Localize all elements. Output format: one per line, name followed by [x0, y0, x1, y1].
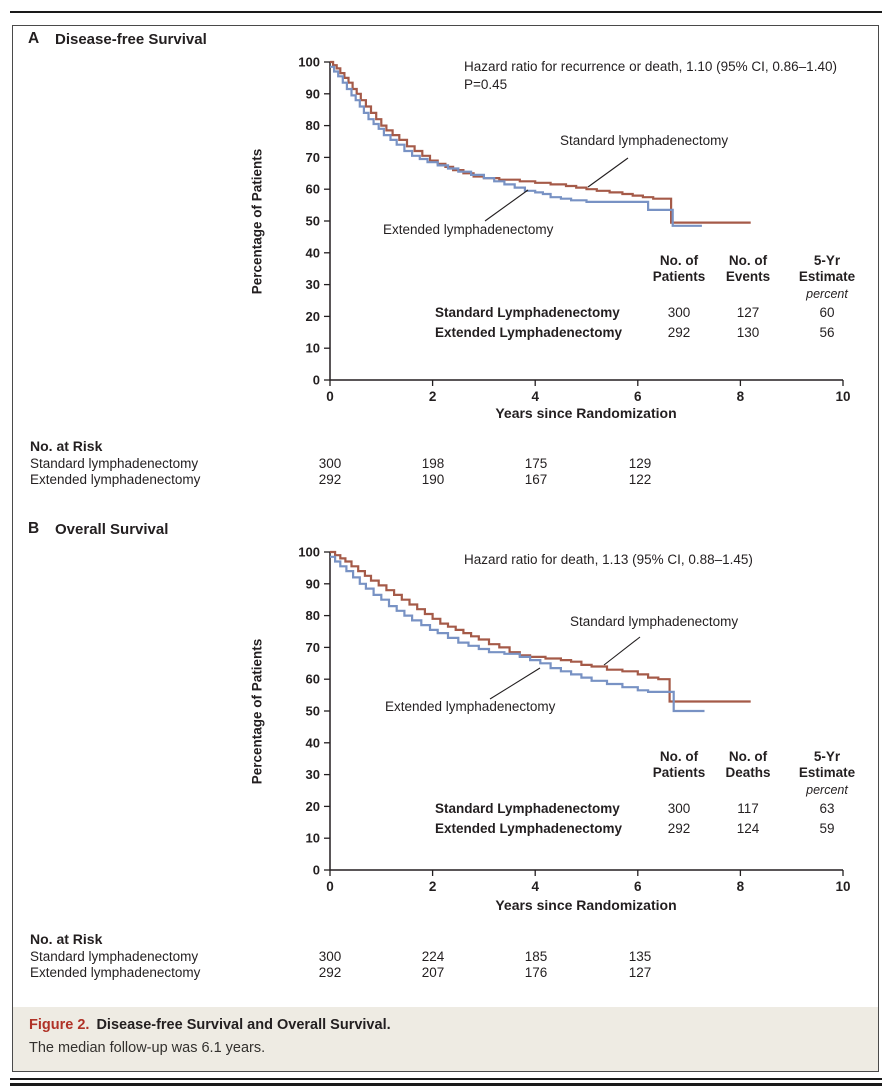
at-risk-row-label: Standard lymphadenectomy — [30, 456, 199, 471]
table-row-label: Extended Lymphadenectomy — [435, 820, 623, 836]
caption-text: The median follow-up was 6.1 years. — [29, 1040, 266, 1056]
at-risk-value: 190 — [421, 472, 445, 487]
bottom-rule-thin — [10, 1078, 882, 1080]
at-risk-value: 300 — [318, 949, 342, 964]
at-risk-row-values: 300 198 175 129 — [0, 456, 892, 473]
at-risk-value: 167 — [524, 472, 548, 487]
panel-a-summary-table: No. of Patients No. of Events 5-Yr Estim… — [435, 253, 869, 341]
panel-a-standard-curve-label: Standard lymphadenectomy — [560, 133, 729, 148]
panel-b-y-axis-title: Percentage of Patients — [249, 638, 265, 785]
panel-a-hazard-ratio-text: Hazard ratio for recurrence or death, 1.… — [464, 59, 837, 74]
at-risk-value: 135 — [628, 949, 652, 964]
unit-note: percent — [806, 286, 848, 301]
panel-b-summary-table: No. of Patients No. of Deaths 5-Yr Estim… — [435, 749, 869, 837]
at-risk-value: 292 — [318, 472, 342, 487]
table-value: 130 — [736, 324, 760, 340]
panel-a-extended-curve-label: Extended lymphadenectomy — [383, 222, 554, 237]
caption-strip: Figure 2. Disease-free Survival and Overa… — [13, 1007, 878, 1071]
panel-a-title: Disease-free Survival — [55, 31, 207, 48]
panel-b-title: Overall Survival — [55, 521, 169, 538]
at-risk-value: 129 — [628, 456, 652, 471]
table-value: 117 — [737, 801, 759, 817]
panel-b-extended-curve-label: Extended lymphadenectomy — [385, 699, 556, 714]
at-risk-value: 127 — [628, 965, 652, 980]
at-risk-row-label: Standard lymphadenectomy — [30, 949, 199, 964]
col-header: No. of Patients — [652, 749, 706, 781]
col-header: No. of Patients — [652, 253, 706, 285]
table-value: 300 — [667, 801, 691, 817]
table-value: 292 — [667, 324, 691, 340]
panel-a-x-axis-title: Years since Randomization — [495, 405, 677, 421]
at-risk-value: 224 — [421, 949, 445, 964]
col-header: No. of Events — [725, 253, 771, 285]
table-value: 60 — [819, 305, 835, 321]
figure-box: Figure 2. Disease-free Survival and Overa… — [12, 25, 879, 1072]
at-risk-row-values: 292 207 176 127 — [0, 965, 892, 982]
panel-a-pvalue-text: P=0.45 — [464, 77, 508, 92]
panel-b-hazard-ratio-text: Hazard ratio for death, 1.13 (95% CI, 0.… — [464, 552, 753, 567]
at-risk-value: 198 — [421, 456, 445, 471]
table-value: 127 — [736, 305, 760, 321]
at-risk-value: 300 — [318, 456, 342, 471]
top-rule — [10, 11, 882, 13]
bottom-rule-thick — [10, 1083, 882, 1086]
panel-a-letter: A — [28, 30, 40, 47]
table-row-label: Standard Lymphadenectomy — [435, 305, 620, 321]
unit-note: percent — [806, 782, 848, 797]
table-value: 300 — [667, 305, 691, 321]
table-value: 56 — [819, 324, 835, 340]
col-header: 5-Yr Estimate — [798, 253, 856, 285]
at-risk-value: 207 — [421, 965, 445, 980]
caption-line1: Figure 2. Disease-free Survival and Overa… — [29, 1017, 878, 1033]
at-risk-value: 185 — [524, 949, 548, 964]
table-value: 124 — [736, 820, 760, 836]
at-risk-row-values: 300 224 185 135 — [0, 949, 892, 966]
at-risk-value: 176 — [524, 965, 548, 980]
at-risk-value: 122 — [628, 472, 652, 487]
col-header: No. of Deaths — [725, 749, 771, 781]
panel-b-standard-curve-label: Standard lymphadenectomy — [570, 614, 739, 629]
table-value: 63 — [819, 801, 835, 817]
at-risk-value: 292 — [318, 965, 342, 980]
panel-a-at-risk-title: No. at Risk — [30, 438, 103, 454]
panel-b-letter: B — [28, 520, 40, 537]
figure-label: Figure 2. — [29, 1017, 90, 1033]
panel-b-x-axis-title: Years since Randomization — [495, 897, 677, 913]
panel-b-at-risk-title: No. at Risk — [30, 931, 103, 947]
table-row-label: Extended Lymphadenectomy — [435, 324, 623, 340]
at-risk-row-label: Extended lymphadenectomy — [30, 965, 201, 980]
at-risk-row-values: 292 190 167 122 — [0, 472, 892, 489]
at-risk-row-label: Extended lymphadenectomy — [30, 472, 201, 487]
table-value: 59 — [819, 820, 835, 836]
caption-title: Disease-free Survival and Overall Surviv… — [96, 1017, 391, 1033]
panel-a-y-axis-title: Percentage of Patients — [249, 148, 265, 295]
table-value: 292 — [667, 820, 691, 836]
table-row-label: Standard Lymphadenectomy — [435, 801, 620, 817]
at-risk-value: 175 — [524, 456, 548, 471]
col-header: 5-Yr Estimate — [798, 749, 856, 781]
